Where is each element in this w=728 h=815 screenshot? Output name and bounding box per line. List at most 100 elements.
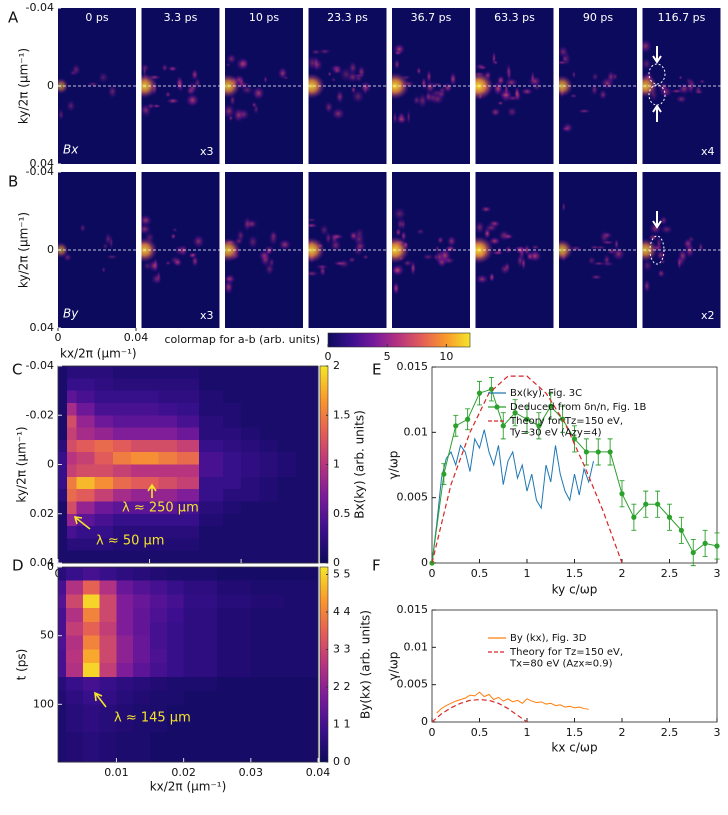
colorbar-tick-label: 5 5 (333, 568, 351, 581)
heatmap-cell (296, 452, 319, 465)
image-blob (601, 240, 615, 245)
image-blob (58, 108, 65, 122)
y-axis-label: γ/ωp (387, 451, 401, 480)
image-blob (493, 60, 499, 65)
highlight-ellipse (648, 63, 666, 85)
heatmap-cell (76, 489, 95, 502)
image-blob (410, 260, 416, 276)
annotation: λ ≈ 50 μm (96, 534, 164, 549)
heatmap-cell (94, 415, 114, 428)
heatmap-cell (158, 427, 178, 441)
heatmap-cell (76, 366, 95, 379)
y-tick-label: 0.01 (404, 425, 429, 438)
image-content (559, 45, 618, 134)
image-blob (425, 80, 437, 93)
heatmap-cell (112, 526, 132, 539)
heatmap-cell (150, 649, 168, 664)
heatmap-cell (82, 567, 100, 582)
image-blob (190, 68, 199, 81)
heatmap-cell (150, 635, 168, 650)
heatmap-cell (133, 704, 151, 733)
colorbar-tick-label: 1 1 (333, 718, 351, 731)
heatmap-cell (131, 402, 160, 416)
y-tick-label: 0.01 (404, 640, 429, 653)
heatmap-cell (58, 731, 67, 763)
heatmap-cell (131, 501, 160, 515)
heatmap-cell (222, 501, 242, 515)
x-axis-label: kx/2π (μm⁻¹) (150, 780, 227, 794)
heatmap-cell (177, 489, 200, 502)
x-tick-label: 2.5 (661, 567, 679, 580)
annotation-arrow (147, 483, 157, 498)
heatmap-cell (277, 513, 297, 527)
row-label: By (63, 307, 79, 321)
heatmap-cell (177, 402, 200, 416)
legend-label: Bx(ky), Fig. 3C (510, 388, 582, 399)
heatmap-cell (116, 690, 134, 705)
time-label: 116.7 ps (658, 11, 706, 24)
heatmap-cell (67, 378, 77, 391)
image-blob (426, 69, 432, 84)
colorbar-tick-label: 3 3 (333, 643, 351, 656)
heatmap-cell (82, 676, 100, 691)
heatmap-cell (58, 366, 68, 379)
y-axis-label: ky/2π (μm⁻¹) (15, 426, 29, 502)
image-blob (282, 75, 290, 80)
heatmap-cell (284, 731, 319, 763)
heatmap-cell (222, 452, 242, 465)
image-blob (505, 63, 512, 78)
image-blob (335, 89, 345, 104)
heatmap-cell (177, 464, 200, 478)
heatmap-cell (217, 690, 252, 705)
heatmap-cell (166, 635, 184, 650)
heatmap-cell (217, 676, 252, 691)
image-blob (571, 70, 576, 79)
image-content (642, 38, 706, 104)
data-point (666, 514, 673, 520)
heatmap-cell (183, 621, 218, 636)
colorbar (327, 332, 471, 348)
image-blob (675, 94, 688, 104)
y-tick-label: 0.04 (30, 556, 55, 569)
image-content (392, 206, 457, 296)
image-blob (532, 81, 542, 92)
heatmap-cell (198, 366, 224, 379)
data-point (595, 449, 601, 455)
heatmap-cell (284, 580, 319, 595)
heatmap-cell (296, 378, 319, 391)
image-blob (263, 75, 268, 84)
heatmap-cell (198, 452, 224, 465)
heatmap-cell (217, 567, 252, 582)
heatmap-cell (66, 690, 84, 705)
heatmap-cell (66, 676, 84, 691)
heatmap-cell (116, 731, 134, 763)
heatmap-cell (183, 635, 218, 650)
heatmap-cell (241, 489, 260, 502)
panel-label: B (8, 173, 18, 191)
heatmap-cell (183, 608, 218, 623)
image-blob (520, 87, 534, 96)
panel-label: E (372, 361, 381, 379)
image-blob (150, 272, 163, 285)
highlight-ellipse (649, 235, 665, 265)
image-blob (308, 55, 319, 71)
image-blob (172, 257, 183, 267)
x-tick-label: 2 (619, 726, 626, 739)
heatmap-cell (259, 526, 279, 539)
y-tick-label: -0.04 (26, 359, 54, 372)
heatmap-cell (222, 538, 242, 551)
image-blob (436, 236, 444, 245)
image-blob (327, 71, 332, 77)
annotation-arrow (94, 691, 107, 708)
heatmap-cell (94, 550, 114, 564)
image-blob (402, 259, 413, 267)
heatmap-cell (259, 513, 279, 527)
heatmap-cell (158, 415, 178, 428)
heatmap-cell (241, 427, 260, 441)
image-blob (642, 57, 652, 70)
heatmap-cell (58, 378, 68, 391)
image-blob (362, 254, 369, 260)
heatmap-cell (277, 550, 297, 564)
image-blob (497, 100, 504, 106)
heatmap-cell (222, 526, 242, 539)
